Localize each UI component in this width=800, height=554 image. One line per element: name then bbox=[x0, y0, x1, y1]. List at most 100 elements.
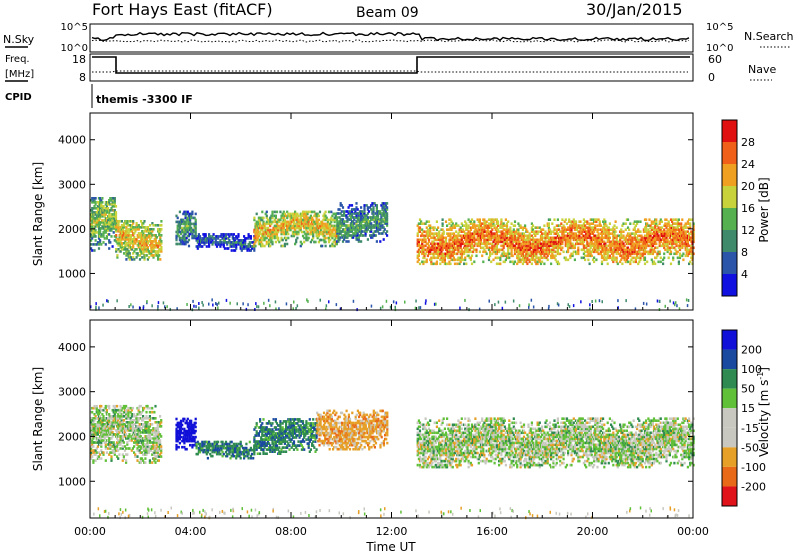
echo-cell bbox=[324, 244, 327, 248]
echo-cell bbox=[296, 216, 299, 220]
echo-cell bbox=[141, 248, 144, 251]
echo-cell bbox=[201, 245, 204, 248]
echo-cell bbox=[275, 220, 279, 224]
echo-cell bbox=[557, 303, 560, 307]
echo-cell bbox=[491, 246, 494, 250]
echo-cell bbox=[431, 226, 434, 229]
echo-cell bbox=[482, 250, 485, 254]
echo-cell bbox=[95, 223, 98, 226]
echo-cell bbox=[392, 300, 395, 304]
echo-cell bbox=[217, 237, 220, 240]
echo-cell bbox=[179, 222, 183, 226]
echo-cell bbox=[597, 228, 600, 231]
echo-cell bbox=[341, 240, 345, 243]
echo-cell bbox=[688, 232, 691, 235]
echo-cell bbox=[102, 219, 105, 222]
echo-cell bbox=[104, 223, 107, 226]
echo-cell bbox=[659, 238, 662, 242]
echo-cell bbox=[175, 234, 178, 238]
echo-cell bbox=[94, 203, 97, 206]
echo-cell bbox=[128, 220, 131, 223]
echo-cell bbox=[155, 254, 158, 257]
echo-cell bbox=[338, 238, 341, 241]
echo-cell bbox=[100, 457, 103, 460]
echo-cell bbox=[672, 218, 675, 221]
echo-cell bbox=[265, 220, 268, 224]
echo-cell bbox=[182, 212, 185, 216]
echo-cell bbox=[147, 234, 151, 237]
echo-cell bbox=[146, 246, 149, 249]
echo-cell bbox=[203, 241, 206, 244]
echo-cell bbox=[160, 246, 163, 249]
echo-cell bbox=[195, 237, 198, 240]
echo-cell bbox=[232, 243, 235, 246]
echo-cell bbox=[218, 241, 221, 244]
echo-cell bbox=[435, 234, 438, 238]
echo-cell bbox=[324, 224, 327, 228]
echo-cell bbox=[281, 244, 284, 248]
echo-cell bbox=[348, 210, 351, 213]
echo-cell bbox=[662, 262, 665, 266]
echo-cell bbox=[452, 250, 455, 254]
echo-cell bbox=[217, 306, 219, 310]
echo-cell bbox=[438, 250, 441, 254]
echo-cell bbox=[449, 244, 452, 248]
echo-cell bbox=[317, 218, 320, 222]
echo-cell bbox=[505, 226, 509, 229]
echo-cell bbox=[574, 220, 578, 223]
echo-cell bbox=[380, 222, 383, 225]
echo-cell bbox=[282, 230, 285, 234]
echo-cell bbox=[201, 301, 203, 304]
echo-cell bbox=[525, 260, 528, 264]
echo-cell bbox=[322, 222, 325, 226]
echo-cell bbox=[420, 234, 423, 238]
echo-cell bbox=[509, 234, 512, 238]
echo-cell bbox=[194, 230, 197, 234]
echo-cell bbox=[354, 208, 357, 211]
echo-cell bbox=[108, 201, 111, 204]
echo-cell bbox=[498, 234, 501, 238]
echo-cell bbox=[490, 220, 493, 223]
echo-cell bbox=[682, 252, 685, 256]
echo-cell bbox=[338, 216, 341, 219]
echo-cell bbox=[421, 232, 424, 235]
echo-cell bbox=[424, 238, 427, 242]
echo-cell bbox=[95, 231, 98, 234]
echo-cell bbox=[510, 250, 513, 254]
echo-cell bbox=[135, 222, 138, 225]
echo-cell bbox=[214, 241, 217, 244]
echo-cell bbox=[647, 224, 650, 227]
echo-cell bbox=[309, 214, 312, 218]
echo-cell bbox=[446, 250, 449, 254]
echo-cell bbox=[105, 207, 108, 210]
echo-cell bbox=[505, 224, 509, 227]
echo-cell bbox=[439, 244, 442, 248]
echo-cell bbox=[460, 254, 463, 258]
echo-cell bbox=[309, 218, 312, 222]
echo-cell bbox=[109, 199, 112, 202]
echo-cell bbox=[91, 221, 94, 224]
echo-cell bbox=[685, 298, 688, 302]
echo-cell bbox=[425, 258, 428, 262]
echo-cell bbox=[450, 220, 453, 223]
echo-cell bbox=[257, 305, 260, 309]
echo-cell bbox=[126, 234, 129, 237]
echo-cell bbox=[104, 203, 107, 206]
echo-cell bbox=[126, 224, 129, 227]
echo-cell bbox=[271, 212, 274, 216]
echo-cell bbox=[123, 234, 126, 237]
echo-cell bbox=[352, 220, 355, 223]
echo-cell bbox=[195, 305, 197, 309]
echo-cell bbox=[100, 211, 103, 214]
echo-cell bbox=[286, 216, 289, 220]
echo-cell bbox=[435, 262, 438, 266]
echo-cell bbox=[432, 262, 435, 266]
echo-cell bbox=[152, 244, 155, 247]
echo-cell bbox=[517, 236, 520, 240]
echo-cell bbox=[487, 258, 491, 262]
echo-cell bbox=[639, 252, 642, 256]
echo-cell bbox=[476, 236, 479, 240]
echo-cell bbox=[601, 300, 603, 304]
echo-cell bbox=[214, 239, 217, 242]
echo-cell bbox=[205, 239, 208, 242]
